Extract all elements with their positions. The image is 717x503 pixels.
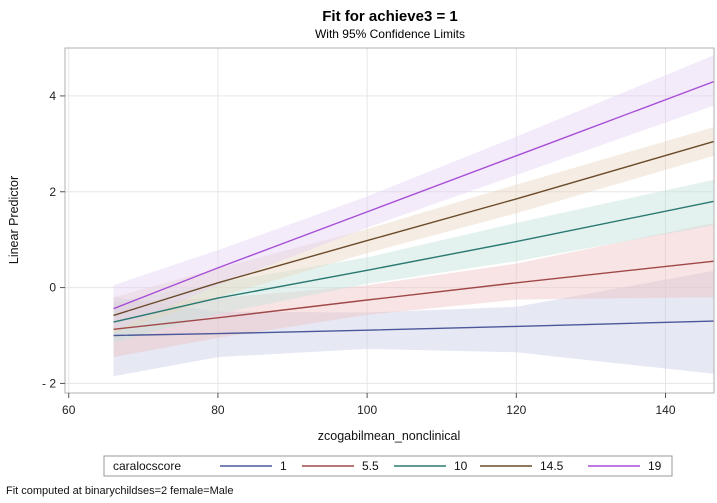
fit-lines	[113, 80, 715, 337]
x-tick-label: 80	[211, 403, 225, 417]
x-tick-label: 120	[506, 403, 526, 417]
confidence-band-19	[113, 55, 714, 331]
fit-line-5.5	[113, 260, 715, 330]
legend-label-14.5: 14.5	[540, 459, 564, 473]
legend-label-19: 19	[648, 459, 662, 473]
fit-line-10	[113, 200, 715, 323]
legend-frame	[103, 455, 673, 477]
x-axis-ticks: 60 80 100 120 140	[62, 393, 676, 417]
x-axis-label: zcogabilmean_nonclinical	[318, 429, 460, 443]
confidence-band-14.5	[113, 127, 714, 334]
legend-title: caralocscore	[113, 459, 181, 473]
y-tick-label: 2	[49, 185, 56, 199]
confidence-band-1	[113, 270, 714, 377]
confidence-bands	[113, 55, 714, 377]
x-tick-label: 100	[357, 403, 377, 417]
confidence-band-5.5	[113, 222, 714, 358]
legend-label-10: 10	[454, 459, 468, 473]
x-tick-label: 60	[62, 403, 76, 417]
fit-line-19	[113, 80, 715, 310]
x-tick-label: 140	[655, 403, 675, 417]
y-tick-label: - 2	[42, 376, 56, 390]
y-axis-ticks: - 2 0 2 4	[42, 89, 65, 390]
legend-items: 1 5.5 10 14.5 19	[220, 459, 662, 473]
plot-border	[64, 47, 715, 394]
legend-label-5.5: 5.5	[362, 459, 379, 473]
plot-frame	[65, 48, 714, 393]
gridlines	[65, 48, 714, 393]
chart-subtitle: With 95% Confidence Limits	[315, 27, 465, 41]
y-axis-label: Linear Predictor	[7, 176, 21, 264]
fit-line-1	[113, 320, 715, 337]
plot-area	[64, 47, 715, 394]
legend: caralocscore 1 5.5 10 14.5 19	[103, 455, 673, 477]
chart-title: Fit for achieve3 = 1	[322, 8, 457, 25]
legend-label-1: 1	[280, 459, 287, 473]
y-tick-label: 4	[49, 89, 56, 103]
y-tick-label: 0	[49, 281, 56, 295]
fit-line-14.5	[113, 140, 715, 317]
footnote: Fit computed at binarychildses=2 female=…	[6, 485, 233, 497]
